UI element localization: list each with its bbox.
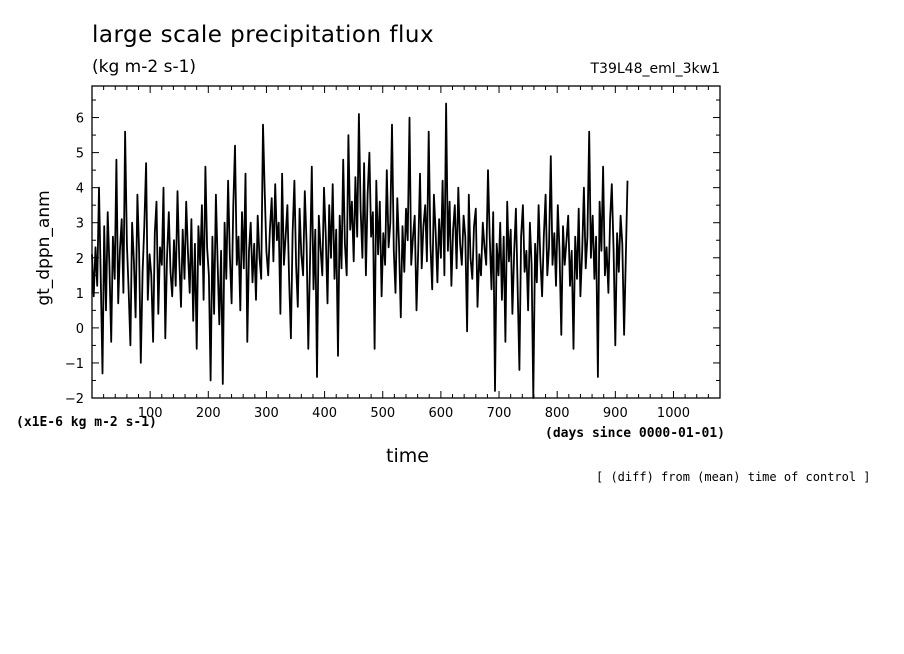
x-tick-label: 700 (487, 406, 512, 421)
x-axis-label: time (386, 445, 429, 467)
x-tick-label: 600 (428, 406, 453, 421)
y-scale-label: (x1E-6 kg m-2 s-1) (16, 415, 157, 430)
x-tick-label: 800 (545, 406, 570, 421)
y-tick-label: 3 (76, 217, 84, 232)
x-tick-label: 200 (196, 406, 221, 421)
x-tick-label: 900 (603, 406, 628, 421)
y-tick-label: 4 (76, 182, 84, 197)
y-tick-label: 6 (76, 112, 84, 127)
x-units-label: (days since 0000-01-01) (545, 426, 726, 441)
x-tick-label: 1000 (657, 406, 690, 421)
y-tick-label: 5 (76, 147, 84, 162)
chart-units: (kg m-2 s-1) (92, 57, 197, 77)
comparison-note: [ (diff) from (mean) time of control ] (596, 470, 871, 484)
y-tick-label: −1 (65, 357, 84, 372)
y-tick-label: −2 (65, 392, 84, 407)
x-tick-label: 100 (138, 406, 163, 421)
y-tick-label: 0 (76, 322, 84, 337)
y-tick-label: 1 (76, 287, 84, 302)
y-tick-label: 2 (76, 252, 84, 267)
x-tick-label: 300 (254, 406, 279, 421)
series-line (91, 102, 629, 399)
chart-title: large scale precipitation flux (92, 22, 435, 48)
run-label: T39L48_eml_3kw1 (590, 61, 721, 77)
x-tick-label: 400 (312, 406, 337, 421)
x-tick-label: 500 (370, 406, 395, 421)
